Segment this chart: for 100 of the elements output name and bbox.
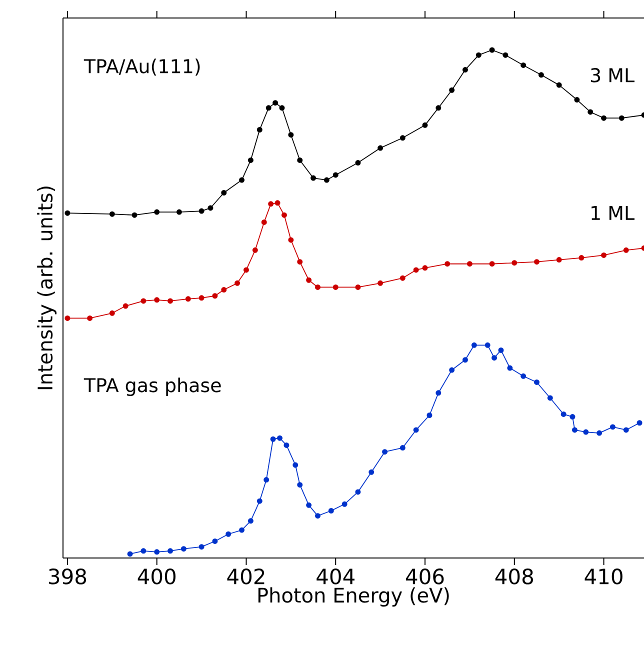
point — [489, 261, 495, 267]
series-label: 3 ML — [590, 68, 634, 82]
point — [248, 518, 254, 524]
point — [109, 211, 115, 217]
point — [492, 355, 498, 361]
point — [610, 424, 616, 430]
point — [132, 212, 138, 218]
x-tick-label: 400 — [138, 568, 176, 584]
point — [618, 115, 624, 121]
point — [87, 315, 93, 321]
point — [444, 261, 450, 267]
point — [198, 544, 204, 550]
x-axis-title: Photon Energy (eV) — [258, 587, 449, 607]
point — [462, 67, 468, 73]
point — [261, 219, 267, 225]
point — [422, 122, 428, 128]
point — [140, 298, 146, 304]
point — [449, 87, 455, 93]
x-tick-label: 408 — [495, 568, 533, 584]
point — [154, 549, 160, 555]
x-tick-label: 410 — [584, 568, 622, 584]
point — [332, 172, 338, 178]
point — [310, 175, 316, 181]
point — [198, 208, 204, 214]
point — [264, 477, 270, 483]
point — [623, 247, 629, 253]
point — [315, 284, 320, 290]
point — [556, 257, 562, 263]
point — [601, 252, 607, 258]
x-tick-label: 404 — [316, 568, 354, 584]
point — [127, 551, 133, 557]
x-tick-label: 406 — [406, 568, 444, 584]
point — [413, 427, 419, 433]
point — [489, 47, 495, 53]
point — [355, 284, 361, 290]
point — [547, 395, 553, 401]
point — [64, 210, 70, 216]
point — [512, 260, 518, 266]
point — [378, 280, 384, 286]
point — [284, 442, 290, 448]
point — [234, 280, 240, 286]
point — [400, 275, 406, 281]
point — [140, 548, 146, 554]
point — [168, 298, 174, 304]
point — [239, 177, 245, 183]
point — [484, 342, 490, 348]
point — [502, 52, 508, 58]
annotation: TPA gas phase — [84, 378, 221, 396]
point — [355, 160, 361, 166]
point — [297, 157, 303, 163]
point — [436, 390, 442, 396]
point — [154, 209, 160, 215]
point — [498, 347, 504, 353]
point — [436, 105, 442, 111]
point — [122, 303, 128, 309]
point — [449, 367, 455, 373]
point — [520, 62, 526, 68]
point — [180, 546, 186, 552]
point — [520, 373, 526, 379]
point — [221, 287, 227, 293]
point — [306, 502, 312, 508]
point — [378, 145, 384, 151]
point — [368, 469, 374, 475]
point — [297, 259, 303, 265]
series-label: 1 ML — [592, 206, 634, 220]
point — [332, 284, 338, 290]
point — [560, 411, 566, 417]
point — [268, 201, 274, 207]
point — [208, 205, 214, 211]
point — [570, 414, 576, 420]
point — [476, 52, 482, 58]
point — [212, 293, 218, 299]
point — [281, 212, 287, 218]
point — [538, 72, 544, 78]
point — [64, 315, 70, 321]
point — [248, 157, 254, 163]
point — [185, 296, 191, 302]
point — [355, 489, 361, 495]
point — [277, 435, 283, 441]
point — [212, 538, 218, 544]
point — [596, 430, 602, 436]
point — [288, 237, 294, 243]
point — [270, 436, 276, 442]
point — [572, 427, 578, 433]
point — [221, 190, 227, 196]
point — [471, 342, 477, 348]
point — [636, 420, 642, 426]
point — [588, 109, 594, 115]
point — [256, 127, 262, 133]
point — [256, 498, 262, 504]
point — [382, 449, 388, 455]
point — [266, 105, 272, 111]
annotation: TPA/Au(111) — [84, 58, 200, 76]
point — [507, 365, 513, 371]
point — [306, 277, 312, 283]
point — [583, 429, 589, 435]
x-tick-label: 398 — [49, 568, 86, 584]
point — [279, 105, 285, 111]
point — [198, 295, 204, 301]
point — [328, 508, 334, 514]
